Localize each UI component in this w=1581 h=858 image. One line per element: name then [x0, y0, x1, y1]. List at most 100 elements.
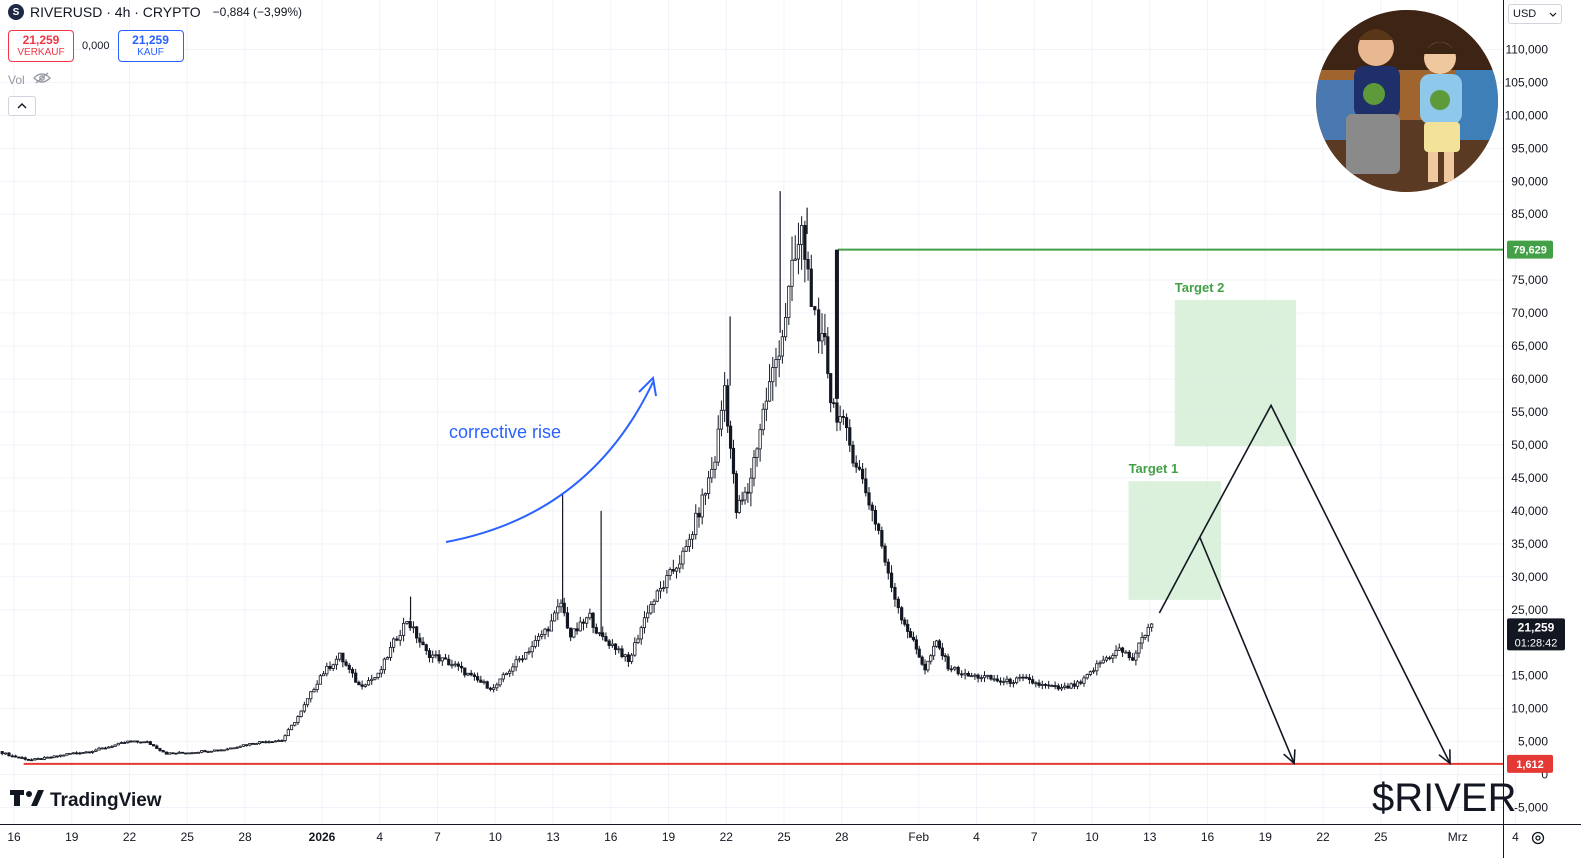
candle-body [662, 587, 666, 590]
candle-body [728, 425, 733, 449]
candle-body [415, 626, 419, 639]
candle-body [758, 429, 762, 450]
candle-body [1146, 626, 1150, 636]
candle-body [110, 746, 114, 748]
trade-panel: 21,259 VERKAUF 0,000 21,259 KAUF [8, 30, 184, 62]
candle-body [168, 752, 172, 755]
price-level-label: 79,629 [1513, 245, 1547, 257]
candle-body [517, 658, 521, 661]
candle-body [752, 457, 756, 479]
candle-body [533, 639, 537, 647]
candle-body [379, 669, 383, 674]
candle-body [466, 672, 470, 676]
candle-body [248, 743, 252, 746]
candle-body [273, 740, 278, 743]
candle-body [49, 756, 53, 759]
candle-body [395, 638, 399, 641]
candle-body [841, 416, 845, 418]
candle-body [476, 676, 480, 681]
buy-button[interactable]: 21,259 KAUF [117, 30, 184, 62]
candle-body [966, 672, 971, 677]
candle-body [463, 667, 467, 676]
candle-body [681, 550, 685, 565]
price-level-tag [1507, 240, 1553, 259]
projection-arrowhead [1438, 749, 1451, 765]
candle-body [1082, 677, 1086, 684]
chevron-down-icon [1549, 8, 1557, 20]
volume-indicator[interactable]: Vol [8, 72, 51, 87]
candle-body [155, 745, 159, 749]
current-price-label: 21,259 [1518, 620, 1555, 634]
candle-body [1079, 681, 1083, 684]
candle-body [385, 657, 390, 660]
candle-body [530, 645, 534, 653]
candle-body [803, 225, 807, 260]
candle-body [559, 602, 563, 608]
candle-body [30, 759, 34, 762]
currency-selector[interactable]: USD [1508, 4, 1562, 24]
symbol-title[interactable]: RIVERUSD · 4h · CRYPTO [30, 4, 201, 20]
y-tick-label: 10,000 [1511, 702, 1548, 716]
candle-body [280, 740, 284, 742]
candle-body [302, 704, 306, 712]
y-tick-label: 30,000 [1511, 570, 1548, 584]
candle-body [261, 741, 265, 744]
candle-body [1011, 682, 1015, 685]
candle-body [690, 534, 695, 540]
candle-body [299, 710, 303, 717]
candle-body [889, 572, 894, 588]
x-tick-label: 16 [7, 830, 21, 844]
current-price-tag [1507, 618, 1565, 651]
candle-body [940, 647, 944, 657]
collapse-legend-button[interactable] [8, 96, 36, 116]
candle-body [917, 648, 921, 658]
candle-body [817, 309, 821, 342]
price-level-label: 1,612 [1516, 759, 1544, 771]
candle-body [68, 752, 72, 755]
candle-body [354, 672, 358, 683]
candle-body [366, 680, 371, 686]
symbol-header[interactable]: S RIVERUSD · 4h · CRYPTO −0,884 (−3,99%) [8, 4, 302, 20]
candle-body [187, 752, 191, 755]
candle-body [20, 757, 24, 759]
tradingview-logo[interactable]: TradingView [10, 790, 162, 812]
candle-body [177, 751, 181, 754]
candle-body [7, 752, 11, 757]
y-tick-label: 70,000 [1511, 306, 1548, 320]
candle-body [1098, 662, 1102, 665]
sell-price: 21,259 [22, 33, 60, 47]
candle-body [578, 621, 582, 632]
eye-off-icon[interactable] [32, 72, 51, 87]
candle-body [569, 627, 573, 638]
candle-body [421, 641, 425, 646]
x-tick-label: 10 [489, 830, 503, 844]
sell-button[interactable]: 21,259 VERKAUF [8, 30, 74, 62]
candle-body [100, 747, 104, 750]
candle-body [1021, 676, 1025, 679]
candle-body [731, 447, 736, 475]
candle-body [694, 512, 698, 536]
candle-body [184, 752, 188, 755]
candle-body [796, 244, 801, 260]
candle-body [1120, 647, 1125, 653]
candle-body [498, 678, 502, 686]
candle-body [867, 492, 871, 506]
candle-body [934, 640, 939, 647]
candle-body [623, 654, 627, 658]
candle-body [65, 753, 69, 756]
x-tick-label: 25 [777, 830, 791, 844]
candle-body [1101, 659, 1105, 664]
x-tick-label: 13 [1143, 830, 1157, 844]
candle-body [575, 628, 579, 632]
candle-body [896, 598, 900, 609]
candle-body [440, 657, 444, 662]
projection-path [1199, 536, 1296, 766]
candle-body [838, 416, 842, 423]
candle-body [565, 612, 570, 629]
gear-icon[interactable] [1528, 828, 1548, 848]
candle-body [225, 748, 229, 751]
candle-body [1114, 649, 1118, 656]
candle-body [488, 687, 493, 690]
candle-body [401, 622, 406, 636]
